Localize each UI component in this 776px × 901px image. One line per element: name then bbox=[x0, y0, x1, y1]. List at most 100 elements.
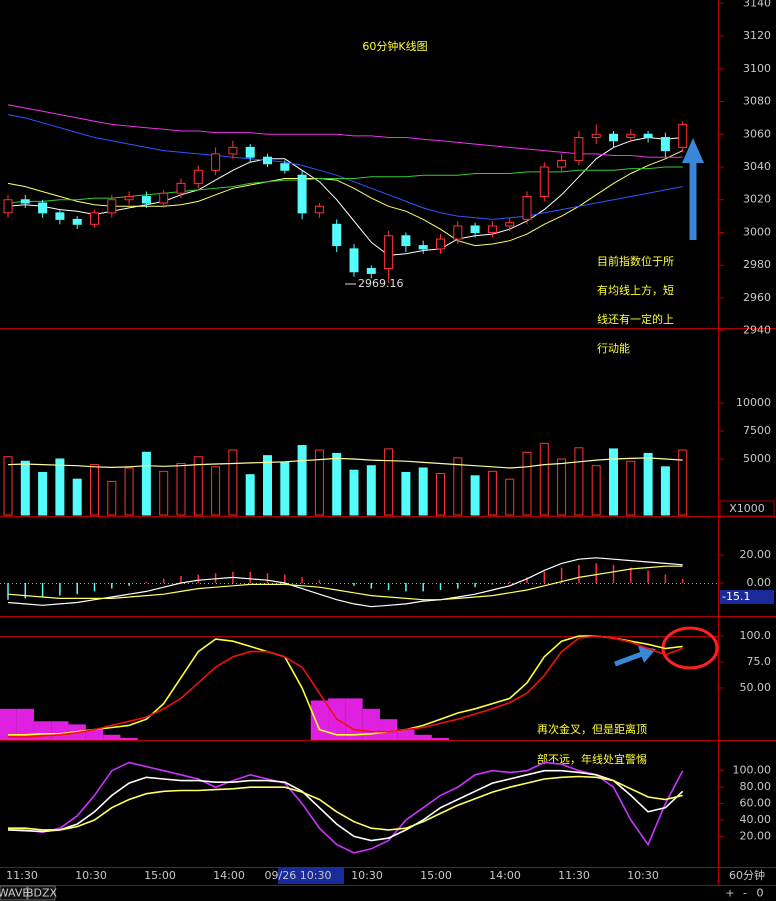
y-tick-label: 100.0 bbox=[740, 629, 772, 642]
toolbar-button[interactable]: - bbox=[743, 887, 747, 900]
y-tick-label: 50.00 bbox=[740, 681, 772, 694]
volume-bar bbox=[3, 456, 13, 516]
tab[interactable] bbox=[0, 885, 28, 901]
candle-body bbox=[20, 199, 30, 204]
volume-bar bbox=[141, 451, 151, 516]
indicator-line bbox=[7, 557, 683, 608]
y-tick-label: 40.00 bbox=[740, 813, 772, 826]
indicator-bar bbox=[362, 708, 380, 740]
readout-box bbox=[720, 590, 774, 604]
x-tick-label: 14:00 bbox=[489, 869, 521, 882]
annotation: 部不远，年线处宜警惕 bbox=[537, 752, 647, 766]
volume-bar bbox=[678, 449, 688, 516]
volume-bar bbox=[505, 478, 515, 516]
y-tick-label: 3120 bbox=[743, 29, 771, 42]
y-tick-label: 3080 bbox=[743, 95, 771, 108]
annotation: 再次金叉，但是距离顶 bbox=[537, 722, 647, 736]
tab[interactable] bbox=[27, 885, 56, 901]
candle-body bbox=[55, 212, 65, 220]
y-tick-label: 2980 bbox=[743, 258, 771, 271]
candle-body bbox=[574, 137, 584, 161]
period-label: 60分钟 bbox=[729, 868, 765, 882]
y-tick-label: 2940 bbox=[743, 324, 771, 337]
indicator-line bbox=[7, 150, 683, 247]
volume-bar bbox=[522, 451, 532, 516]
candle-body bbox=[349, 248, 359, 273]
candle-body bbox=[436, 238, 445, 250]
indicator-bar bbox=[85, 729, 104, 740]
y-tick-label: 75.0 bbox=[747, 655, 772, 668]
y-tick-label: 2960 bbox=[743, 291, 771, 304]
volume-bar bbox=[366, 465, 376, 516]
tab-label[interactable]: WAVE bbox=[0, 887, 29, 900]
unit-box bbox=[719, 500, 775, 517]
volume-bar bbox=[574, 447, 584, 516]
volume-bar bbox=[38, 471, 48, 516]
indicator-line bbox=[7, 761, 684, 854]
indicator-bar bbox=[103, 734, 121, 740]
toolbar-button[interactable]: + bbox=[725, 887, 734, 900]
tab-label[interactable]: BDZX bbox=[26, 887, 58, 900]
volume-bar bbox=[626, 460, 636, 516]
candle-body bbox=[418, 245, 428, 250]
candle-body bbox=[280, 163, 290, 171]
y-tick-label: 10000 bbox=[736, 396, 771, 409]
candle-body bbox=[245, 146, 255, 158]
candle-body bbox=[660, 137, 670, 152]
candle-body bbox=[90, 212, 99, 225]
candle-body bbox=[591, 133, 601, 139]
candle-body bbox=[539, 166, 549, 197]
candle-body bbox=[453, 225, 463, 240]
volume-bar bbox=[332, 452, 342, 516]
indicator-bar bbox=[0, 708, 17, 740]
candle-body bbox=[678, 123, 688, 148]
low-label: 2969.16 bbox=[358, 277, 404, 290]
candle-body bbox=[72, 218, 82, 225]
volume-bar bbox=[349, 469, 359, 516]
candle-body bbox=[107, 199, 117, 214]
candle-body bbox=[141, 195, 151, 204]
volume-bar bbox=[487, 470, 497, 516]
y-tick-label: 80.00 bbox=[740, 780, 772, 793]
candle-body bbox=[384, 235, 394, 270]
candle-body bbox=[609, 133, 618, 142]
y-tick-label: 20.00 bbox=[740, 548, 772, 561]
volume-bar bbox=[211, 466, 221, 516]
volume-bar bbox=[124, 467, 134, 516]
candle-body bbox=[176, 182, 186, 194]
unit-label: X1000 bbox=[729, 502, 765, 515]
volume-bar bbox=[280, 461, 290, 516]
chart-title: 60分钟K线图 bbox=[362, 39, 427, 53]
indicator-line bbox=[8, 635, 683, 736]
indicator-bar bbox=[16, 708, 34, 740]
indicator-line bbox=[7, 769, 684, 842]
candle-body bbox=[193, 169, 203, 184]
volume-bar bbox=[660, 466, 670, 516]
toolbar-button[interactable]: 0 bbox=[757, 887, 764, 900]
volume-bar bbox=[453, 457, 463, 516]
indicator-bar bbox=[33, 721, 52, 740]
volume-bar bbox=[436, 473, 445, 516]
candle-body bbox=[263, 156, 272, 165]
y-tick-label: 5000 bbox=[743, 452, 771, 465]
y-tick-label: 7500 bbox=[743, 424, 771, 437]
candle-body bbox=[332, 223, 342, 247]
time-highlight bbox=[278, 868, 344, 884]
annotation: 线还有一定的上 bbox=[597, 312, 674, 326]
volume-bar bbox=[228, 449, 238, 516]
candle-body bbox=[401, 235, 411, 247]
volume-bar bbox=[591, 465, 601, 516]
indicator-bar bbox=[397, 729, 415, 740]
volume-bar bbox=[263, 455, 272, 516]
volume-bar bbox=[20, 460, 30, 516]
indicator-line bbox=[7, 457, 683, 469]
candle-body bbox=[228, 146, 238, 155]
y-tick-label: 3040 bbox=[743, 160, 771, 173]
indicator-line bbox=[7, 104, 683, 158]
y-tick-label: 20.00 bbox=[740, 829, 772, 842]
volume-bar bbox=[401, 471, 411, 516]
volume-bar bbox=[470, 475, 480, 516]
candle-body bbox=[643, 133, 653, 139]
